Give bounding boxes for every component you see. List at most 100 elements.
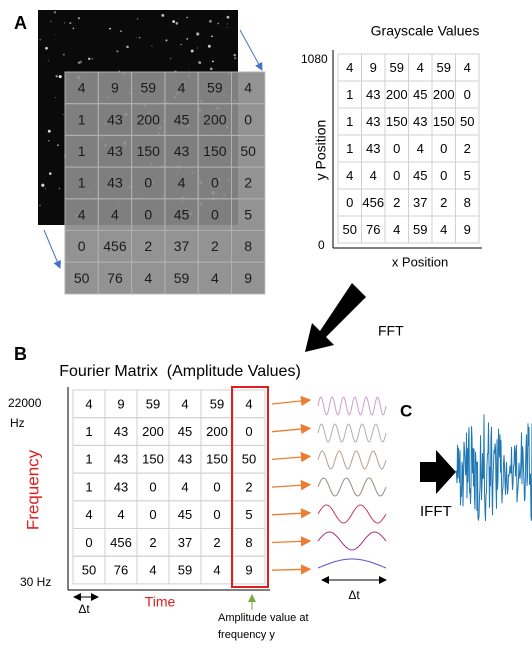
annotation-line: frequency y [218,629,275,641]
cell-value: 5 [244,206,252,222]
cell-value: 43 [107,143,123,159]
cell-value: 50 [343,222,357,237]
panel-label: A [14,13,27,33]
speckle [207,44,211,48]
speckle [234,56,237,60]
speckle [72,27,75,30]
speckle [50,20,52,22]
speckle [77,17,80,20]
annotation-line: Amplitude value at [218,612,309,624]
cell-value: 45 [178,507,192,522]
cell-value: 4 [78,80,86,96]
speckle [186,16,188,19]
cell-value: 0 [244,111,252,127]
speckle [55,34,57,36]
cell-value: 150 [142,452,164,467]
cell-value: 4 [464,60,471,75]
wave-delta-t-label: Δt [348,588,360,602]
speckle [226,23,228,25]
wave [317,396,387,416]
cell-value: 50 [242,452,256,467]
cell-value: 4 [417,141,424,156]
cell-value: 45 [174,206,190,222]
y-axis-min: 0 [318,238,325,252]
cell-value: 4 [149,562,156,577]
cell-value: 0 [149,507,156,522]
cell-value: 200 [203,111,227,127]
y-axis-label: y Position [313,120,329,181]
speckle [139,36,141,39]
cell-value: 1 [346,114,353,129]
y-axis-label: Frequency [23,449,42,530]
cell-value: 50 [74,270,90,286]
cell-value: 8 [464,195,471,210]
cell-value: 37 [178,535,192,550]
cell-value: 2 [464,141,471,156]
cell-value: 0 [393,141,400,156]
speckle [47,60,49,62]
speckle [91,58,93,60]
speckle [48,172,52,175]
speckle [196,47,198,49]
cell-value: 0 [144,175,152,191]
delta-t-label: Δt [78,602,90,616]
speckle [47,129,51,133]
cell-value: 2 [245,479,252,494]
cell-value: 5 [245,507,252,522]
speckle [120,30,122,32]
speckle [161,13,165,17]
cell-value: 1 [346,87,353,102]
wave [317,504,387,524]
speckle [226,26,228,28]
speckle [45,46,48,50]
cell-value: 0 [85,535,92,550]
cell-value: 4 [370,168,377,183]
cell-value: 1 [346,141,353,156]
cell-value: 59 [178,562,192,577]
cell [455,215,480,244]
panel-label: C [400,401,412,420]
speckle [126,45,129,49]
cell-value: 59 [390,60,404,75]
cell-value: 1 [78,175,86,191]
cell-value: 43 [107,111,123,127]
cell-value: 4 [181,479,188,494]
cell-value: 4 [178,175,186,191]
cell-value: 150 [386,114,408,129]
panel-label: B [14,344,27,364]
table-title: Grayscale Values [371,23,480,39]
wave [317,558,387,569]
speckle [211,35,213,38]
speckle [188,69,190,71]
cell-value: 1 [85,452,92,467]
cell-value: 4 [440,222,447,237]
speckle [180,43,182,46]
cell-value: 0 [245,424,252,439]
cell-value: 4 [417,60,424,75]
cell [231,261,266,295]
cell-value: 4 [245,396,252,411]
speckle [64,22,65,24]
speckle [137,18,139,20]
x-axis-label: x Position [392,254,448,269]
speckle [151,45,153,47]
cell-value: 50 [460,114,474,129]
speckle [54,96,56,99]
cell-value: 150 [203,143,227,159]
cell-value: 0 [346,195,353,210]
cell-value: 200 [206,424,228,439]
wave [317,423,387,443]
cell-value: 456 [110,535,132,550]
overlay-grid: 4 9 59 4 59 41 43 200 45 200 01 43 150 43 150 501 43 0 4 0 2… [64,71,266,295]
fourier-matrix: 4 9 59 4 59 41 43 200 45 200 01 43 150 43 150 501 43 0 4 0 2… [72,389,266,585]
orange-arrow [271,451,312,463]
speckle [109,27,111,30]
cell-value: 2 [213,535,220,550]
speckle [165,39,168,42]
cell-value: 2 [211,238,219,254]
cell-value: 76 [107,270,123,286]
cell-value: 1 [78,143,86,159]
cell-value: 4 [117,507,124,522]
fft-arrow [305,283,366,352]
speckle [62,53,65,56]
